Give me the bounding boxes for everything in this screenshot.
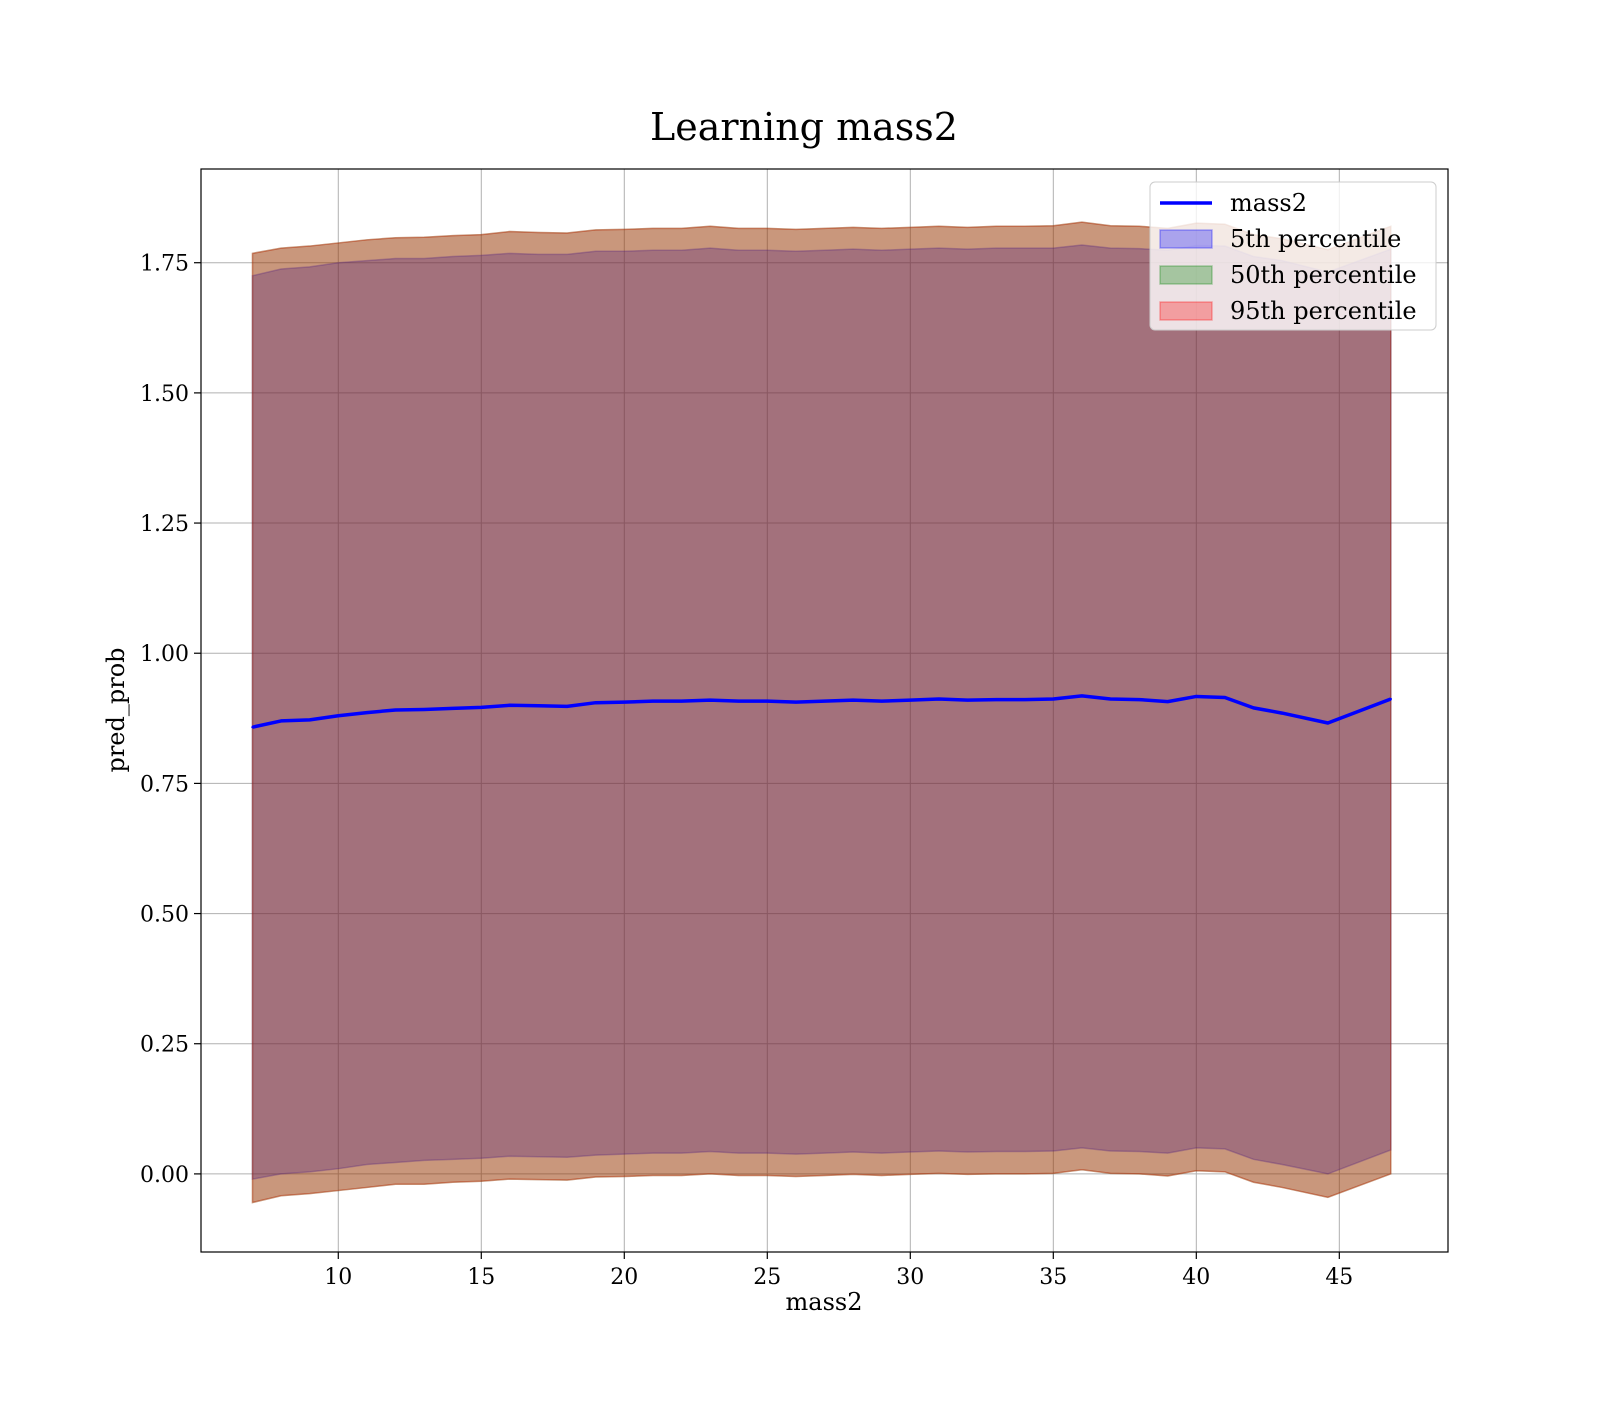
y-tick-label: 0.75 xyxy=(140,772,189,797)
legend-label: 95th percentile xyxy=(1230,297,1417,325)
series-point xyxy=(823,699,826,703)
legend-band-swatch xyxy=(1159,265,1213,285)
legend-label: mass2 xyxy=(1230,189,1307,217)
series-point xyxy=(1195,695,1198,698)
series-point xyxy=(1137,698,1141,701)
y-tick-label: 0.00 xyxy=(140,1163,189,1188)
legend-band-swatch xyxy=(1159,301,1213,321)
series-point xyxy=(994,698,998,701)
legend: mass2 5th percentile 50th percentile 95th p… xyxy=(1149,181,1437,331)
x-tick-label: 25 xyxy=(753,1265,781,1290)
band-5th-percentile xyxy=(251,244,1392,1181)
x-tick-label: 40 xyxy=(1182,1265,1210,1290)
percentile-bands xyxy=(251,221,1392,1204)
plot-frame xyxy=(200,168,1449,1253)
series-point xyxy=(508,704,512,707)
band-50th-percentile xyxy=(251,221,1392,1204)
series-point xyxy=(680,699,683,703)
series-point xyxy=(737,699,740,703)
series-point xyxy=(394,708,397,712)
series-point xyxy=(565,705,569,708)
series-point xyxy=(1023,698,1026,701)
chart-title: Learning mass2 xyxy=(650,105,958,149)
series-point xyxy=(480,706,483,709)
series-point xyxy=(422,708,426,711)
legend-band-swatch xyxy=(1159,229,1213,249)
series-point xyxy=(308,718,311,722)
series-point xyxy=(1109,697,1112,701)
y-tick-label: 1.50 xyxy=(140,382,189,407)
series-point xyxy=(365,711,369,714)
series-point xyxy=(251,725,254,729)
y-tick-label: 0.25 xyxy=(140,1033,189,1058)
x-axis-label: mass2 xyxy=(786,1288,863,1316)
series-point xyxy=(279,719,283,723)
series-point xyxy=(1223,696,1227,699)
series-point xyxy=(1389,697,1393,701)
series-point xyxy=(966,698,969,702)
y-tick-label: 1.00 xyxy=(140,642,189,667)
x-tick-label: 10 xyxy=(324,1265,352,1290)
legend-label: 50th percentile xyxy=(1230,261,1417,289)
y-tick-label: 1.25 xyxy=(140,512,189,537)
x-tick-label: 20 xyxy=(610,1265,638,1290)
series-point xyxy=(623,700,626,704)
series-point xyxy=(1326,721,1330,725)
series-point xyxy=(937,697,941,701)
x-tick-label: 30 xyxy=(896,1265,924,1290)
series-point xyxy=(594,701,597,704)
y-tick-label: 1.75 xyxy=(140,252,189,277)
series-point xyxy=(337,714,340,717)
x-tick-label: 35 xyxy=(1039,1265,1067,1290)
axis-ticks: 10 15 20 25 30 35 40 45 0.00 0.25 0.50 0.75 1.00 1.25… xyxy=(140,252,1353,1290)
y-axis-label: pred_prob xyxy=(102,647,130,772)
series-point xyxy=(651,699,655,703)
series-point xyxy=(537,704,540,708)
series-point xyxy=(1052,697,1055,701)
series-point xyxy=(451,707,454,710)
series-point xyxy=(1166,700,1169,703)
series-point xyxy=(766,699,769,703)
legend-box xyxy=(1149,181,1437,331)
line-series xyxy=(251,694,1393,729)
grid-lines xyxy=(201,169,1448,1252)
series-point xyxy=(1080,694,1084,698)
series-point xyxy=(880,699,883,703)
series-point xyxy=(1280,711,1284,715)
series-point xyxy=(851,698,855,702)
x-tick-label: 45 xyxy=(1325,1265,1353,1290)
band-95th-percentile xyxy=(251,221,1392,1204)
x-tick-label: 15 xyxy=(467,1265,495,1290)
series-point xyxy=(794,700,798,704)
y-tick-label: 0.50 xyxy=(140,903,189,928)
series-point xyxy=(708,698,712,702)
series-point xyxy=(1252,706,1255,710)
legend-label: 5th percentile xyxy=(1230,225,1401,253)
series-point xyxy=(909,698,912,702)
